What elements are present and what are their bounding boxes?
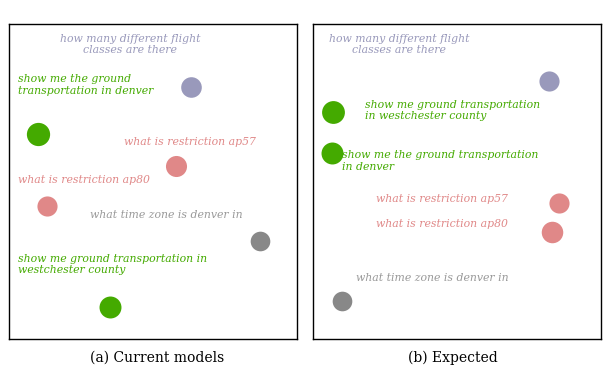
Point [554, 201, 564, 206]
Text: show me the ground
transportation in denver: show me the ground transportation in den… [18, 74, 153, 96]
Point [327, 150, 337, 156]
Text: (a) Current models: (a) Current models [90, 350, 224, 365]
Point [547, 229, 557, 235]
Point [105, 304, 115, 310]
Text: how many different flight
classes are there: how many different flight classes are th… [329, 33, 470, 55]
Point [41, 203, 51, 209]
Text: what is restriction ap57: what is restriction ap57 [376, 194, 508, 204]
Point [255, 238, 265, 244]
Point [33, 131, 43, 137]
Point [185, 84, 195, 90]
Text: what is restriction ap80: what is restriction ap80 [376, 219, 508, 229]
Text: show me the ground transportation
in denver: show me the ground transportation in den… [342, 150, 538, 171]
Point [171, 163, 181, 169]
Text: what time zone is denver in: what time zone is denver in [356, 273, 509, 282]
Text: what time zone is denver in: what time zone is denver in [90, 210, 242, 219]
Text: show me ground transportation
in westchester county: show me ground transportation in westche… [365, 100, 540, 121]
Point [328, 109, 338, 115]
Text: what is restriction ap57: what is restriction ap57 [124, 137, 256, 147]
Point [544, 78, 554, 84]
Text: show me ground transportation in
westchester county: show me ground transportation in westche… [18, 254, 207, 275]
Text: what is restriction ap80: what is restriction ap80 [18, 175, 149, 185]
Text: how many different flight
classes are there: how many different flight classes are th… [60, 33, 200, 55]
Point [337, 298, 346, 304]
Text: (b) Expected: (b) Expected [408, 350, 498, 365]
